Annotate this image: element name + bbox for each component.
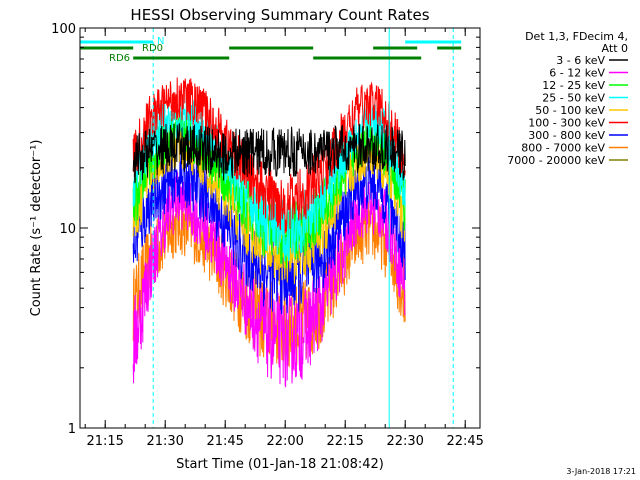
flag-label-rd6: RD6 xyxy=(109,53,130,64)
legend-label: 3 - 6 keV xyxy=(556,54,605,67)
flag-label-n: N xyxy=(157,36,164,47)
y-tick-label: 10 xyxy=(59,222,76,237)
legend-label: 7000 - 20000 keV xyxy=(507,154,605,167)
series-layer xyxy=(132,77,406,388)
flag-label-rd0: RD0 xyxy=(142,43,163,54)
axis-layer: 21:15 21:30 21:45 22:00 22:15 22:30 22:45 1 10 10… xyxy=(51,22,484,449)
chart-title: HESSI Observing Summary Count Rates xyxy=(130,6,429,24)
timestamp: 3-Jan-2018 17:21 xyxy=(566,467,636,476)
legend-label: 100 - 300 keV xyxy=(528,117,605,130)
series-line-6 xyxy=(132,151,406,315)
legend-label: 300 - 800 keV xyxy=(528,129,605,142)
legend-header-line-2: Att 0 xyxy=(602,42,628,55)
x-axis-label: Start Time (01-Jan-18 21:08:42) xyxy=(176,457,384,472)
marker-layer xyxy=(152,28,454,428)
y-tick-label: 1 xyxy=(68,422,76,437)
legend-label: 12 - 25 keV xyxy=(542,79,605,92)
legend-header-line-1: Det 1,3, FDecim 4, xyxy=(525,30,628,43)
legend-label: 800 - 7000 keV xyxy=(521,142,605,155)
legend-label: 50 - 100 keV xyxy=(535,104,605,117)
x-tick-label: 21:45 xyxy=(206,434,243,449)
series-line-5 xyxy=(132,77,406,234)
series-line-1 xyxy=(132,171,406,388)
y-tick-label: 100 xyxy=(51,22,76,37)
legend-label: 6 - 12 keV xyxy=(549,67,605,80)
x-tick-label: 21:30 xyxy=(146,434,183,449)
x-tick-label: 22:15 xyxy=(326,434,363,449)
x-tick-label: 22:30 xyxy=(386,434,423,449)
x-tick-label: 22:00 xyxy=(266,434,303,449)
series-line-0 xyxy=(132,123,406,184)
x-tick-label: 21:15 xyxy=(86,434,123,449)
legend-label: 25 - 50 keV xyxy=(542,92,605,105)
x-tick-label: 22:45 xyxy=(446,434,483,449)
y-axis-label: Count Rate (s⁻¹ detector⁻¹) xyxy=(29,140,44,317)
